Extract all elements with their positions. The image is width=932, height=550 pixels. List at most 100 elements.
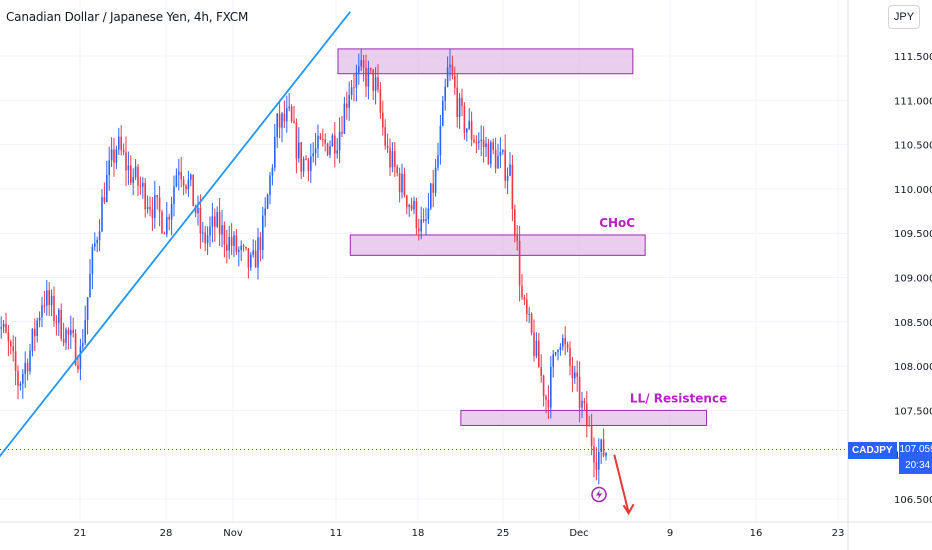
candle-body <box>600 439 602 453</box>
candle-body <box>10 341 12 347</box>
candle-body <box>175 175 178 187</box>
candle-body <box>29 350 31 372</box>
candle-body <box>67 329 70 335</box>
y-tick-label: 108.000 <box>894 362 932 373</box>
candle-body <box>139 185 142 187</box>
candle-body <box>72 329 74 334</box>
candle-body <box>562 338 564 347</box>
y-tick-label: 109.000 <box>894 274 932 285</box>
candle-body <box>31 329 34 351</box>
candle-body <box>12 346 14 352</box>
candle-body <box>209 226 211 236</box>
candle-body <box>473 139 475 143</box>
symbol-label: CADJPY <box>848 442 897 459</box>
candle-body <box>295 122 298 159</box>
candle-body <box>254 250 257 268</box>
candle-body <box>588 425 590 427</box>
candle-body <box>274 136 276 168</box>
candle-body <box>185 185 187 190</box>
candle-body <box>2 323 5 328</box>
candle-body <box>168 217 170 220</box>
candle-body <box>449 64 451 68</box>
candle-body <box>173 186 175 205</box>
candle-body <box>408 205 410 207</box>
candle-body <box>163 232 166 235</box>
candle-body <box>406 195 408 207</box>
candle-body <box>427 208 430 220</box>
price-value: 107.059 <box>899 444 932 455</box>
candle-body <box>542 375 545 397</box>
candle-body <box>432 183 434 193</box>
candle-body <box>538 340 540 368</box>
candle-body <box>595 462 598 470</box>
candle-body <box>456 87 458 117</box>
candle-body <box>79 346 82 370</box>
candle-body <box>216 212 218 227</box>
y-tick-label: 107.500 <box>894 406 932 417</box>
candle-body <box>598 452 600 470</box>
candle-body <box>566 344 569 348</box>
candle-body <box>557 349 559 353</box>
candle-body <box>24 362 26 374</box>
candle-body <box>300 142 302 172</box>
candle-body <box>245 246 247 249</box>
candle-body <box>403 173 406 196</box>
candle-body <box>206 235 209 244</box>
candle-body <box>382 112 384 128</box>
candle-body <box>326 143 329 155</box>
candle-body <box>581 400 583 408</box>
zone-label: LL/ Resistence <box>630 391 727 405</box>
currency-selector[interactable]: JPY <box>888 5 920 29</box>
candle-body <box>281 113 283 128</box>
candle-body <box>48 290 50 305</box>
candle-body <box>468 121 470 129</box>
candle-body <box>278 113 281 128</box>
candle-body <box>413 201 415 210</box>
candle-body <box>346 103 348 108</box>
x-tick-label: 18 <box>412 528 425 539</box>
candle-body <box>504 150 506 181</box>
candle-body <box>264 208 266 216</box>
y-axis: 111.500 111.000 110.500 110.000 109.500 109.0… <box>894 52 932 506</box>
x-tick-label: Dec <box>569 528 588 539</box>
candle-body <box>190 174 192 180</box>
projection-arrow <box>613 454 630 513</box>
candle-body <box>490 142 492 165</box>
zone-box <box>349 234 646 256</box>
candle-body <box>290 106 293 122</box>
candle-body <box>593 446 595 463</box>
chart-title: Canadian Dollar / Japanese Yen, 4h, FXCM <box>6 10 249 24</box>
candle-body <box>526 299 528 315</box>
y-tick-label: 111.000 <box>894 96 932 107</box>
candle-body <box>437 155 439 168</box>
y-tick-label: 110.500 <box>894 141 932 152</box>
candle-body <box>228 237 230 251</box>
candle-body <box>478 141 480 143</box>
bar-countdown: 20:34 <box>905 460 931 471</box>
candle-body <box>379 89 382 113</box>
candle-body <box>547 399 550 408</box>
candle-body <box>418 228 420 232</box>
candle-body <box>269 175 271 196</box>
candle-body <box>583 400 586 404</box>
candle-body <box>211 216 214 227</box>
candle-body <box>487 143 490 165</box>
candle-body <box>312 153 314 157</box>
candle-body <box>470 121 473 140</box>
candle-body <box>350 87 353 96</box>
candle-body <box>182 179 185 186</box>
candle-body <box>276 113 278 137</box>
candle-body <box>552 354 554 367</box>
candle-body <box>454 75 456 88</box>
candle-body <box>384 127 386 146</box>
candle-body <box>367 68 370 87</box>
candle-body <box>499 151 502 156</box>
candle-body <box>70 329 72 335</box>
y-tick-label: 110.000 <box>894 185 932 196</box>
candle-body <box>223 225 226 245</box>
candle-body <box>310 156 312 172</box>
candle-body <box>202 232 204 234</box>
candle-body <box>94 243 96 247</box>
candle-body <box>86 297 89 320</box>
